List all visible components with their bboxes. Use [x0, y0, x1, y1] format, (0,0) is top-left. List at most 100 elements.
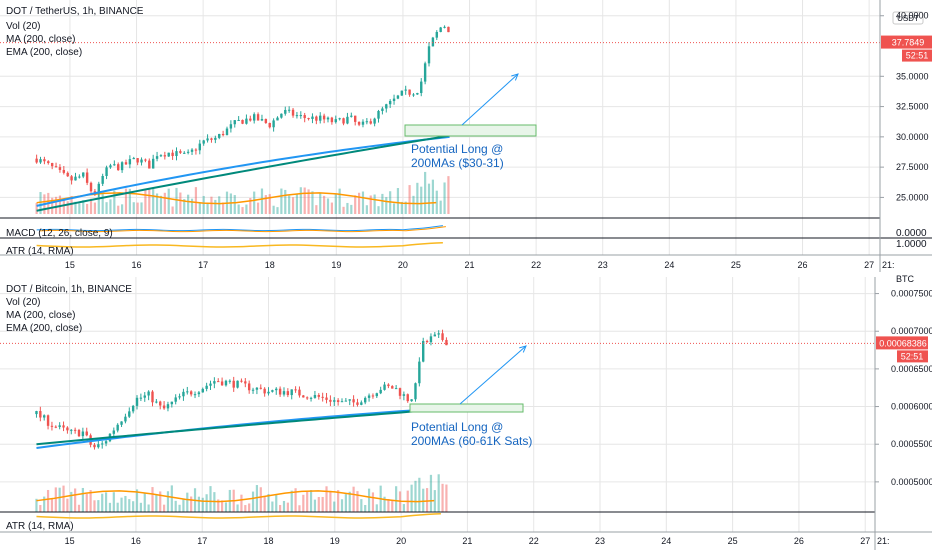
countdown-value: 52:51 — [906, 51, 929, 61]
candle-body — [183, 152, 186, 154]
volume-bar — [159, 491, 162, 512]
volume-bar — [186, 492, 189, 512]
btc-grid — [0, 277, 875, 532]
volume-bar — [391, 500, 394, 512]
candle-body — [371, 395, 375, 397]
volume-bar — [402, 504, 405, 512]
candle-body — [197, 392, 201, 395]
candle-body — [294, 389, 297, 391]
usdt-volume-bars — [35, 171, 450, 214]
candle-body — [391, 386, 394, 389]
candle-body — [112, 430, 116, 434]
candle-body — [329, 399, 332, 402]
usdt-annotation[interactable]: Potential Long @200MAs ($30-31) — [404, 73, 537, 170]
volume-bar — [74, 488, 77, 512]
candle-body — [214, 137, 217, 140]
candle-body — [387, 384, 390, 387]
volume-bar — [352, 486, 355, 512]
volume-bar — [431, 179, 434, 214]
volume-bar — [271, 501, 274, 512]
candle-body — [305, 397, 309, 399]
macd-signal-line — [39, 226, 446, 233]
candle-body — [443, 26, 446, 28]
y-tick-label: 35.0000 — [896, 71, 929, 81]
volume-bar — [414, 480, 417, 512]
volume-bar — [381, 193, 384, 214]
candle-body — [206, 138, 209, 141]
candle-body — [198, 143, 201, 151]
ema200-line — [36, 134, 450, 212]
candle-body — [85, 172, 89, 183]
projection-arrow — [459, 345, 527, 405]
volume-bar — [245, 204, 248, 214]
volume-bar — [147, 504, 150, 512]
candle-body — [35, 158, 38, 163]
usdt-chart-panel[interactable]: Potential Long @200MAs ($30-31) DOT / Te… — [0, 0, 932, 257]
volume-bar — [309, 490, 313, 512]
volume-bar — [206, 203, 209, 214]
volume-bar — [373, 194, 376, 214]
volume-bar — [280, 188, 283, 214]
x-tick-label: 16 — [131, 536, 141, 546]
last-price-tag — [881, 35, 932, 49]
volume-bar — [190, 496, 193, 512]
candle-body — [54, 166, 58, 168]
volume-bar — [429, 474, 433, 512]
candle-body — [236, 380, 239, 388]
candle-body — [344, 400, 348, 402]
candle-body — [70, 176, 73, 181]
candle-body — [298, 389, 301, 396]
volume-bar — [375, 504, 378, 512]
usdt-time-axis[interactable]: 15 16 17 18 19 20 21 22 23 24 25 26 27 21: — [0, 254, 932, 270]
candle-body — [342, 118, 345, 124]
candle-body — [392, 98, 396, 102]
btc-moving-averages — [0, 342, 875, 449]
volume-bar — [412, 195, 415, 214]
btc-time-axis[interactable]: 15 16 17 18 19 20 21 22 23 24 25 26 27 21: — [0, 531, 932, 546]
x-tick-label: 24 — [661, 536, 671, 546]
volume-bar — [334, 193, 337, 214]
volume-bar — [260, 188, 264, 214]
volume-bar — [367, 488, 371, 512]
candle-body — [340, 401, 344, 403]
atr-line — [36, 512, 441, 519]
volume-bar — [187, 194, 190, 214]
usdt-indicator-ema: EMA (200, close) — [6, 47, 82, 58]
candle-body — [217, 381, 220, 383]
volume-bar — [408, 185, 411, 214]
volume-bar — [179, 192, 182, 214]
candle-body — [97, 444, 100, 448]
candle-body — [148, 160, 151, 169]
volume-bar — [108, 502, 112, 512]
annotation-text-line: Potential Long @ — [411, 420, 503, 434]
atr-line — [36, 241, 443, 248]
volume-bar — [350, 204, 353, 214]
last-price-value: 0.00068386 — [879, 338, 927, 348]
volume-bar — [113, 190, 116, 214]
btc-annotation[interactable]: Potential Long @200MAs (60-61K Sats) — [409, 345, 532, 448]
volume-bar — [46, 489, 50, 512]
candle-body — [414, 383, 417, 400]
usdt-price-axis[interactable]: USDT 0.0000 1.0000 40.0000 35.0000 32.5000… — [879, 0, 932, 272]
x-tick-label: 25 — [728, 536, 738, 546]
arrow-head — [511, 73, 519, 81]
volume-bar — [259, 487, 262, 512]
btc-chart-panel[interactable]: Potential Long @200MAs (60-61K Sats) DOT… — [0, 277, 875, 532]
volume-bar — [276, 207, 279, 214]
x-tick-label: 25 — [731, 260, 741, 270]
annotation-text-line: 200MAs (60-61K Sats) — [411, 434, 532, 448]
candle-body — [373, 118, 376, 124]
volume-bar — [445, 484, 448, 512]
candle-body — [237, 119, 240, 121]
candle-body — [97, 183, 100, 194]
volume-bar — [337, 490, 340, 512]
volume-bar — [162, 504, 166, 512]
usdt-candles — [35, 25, 450, 198]
x-tick-label: 22 — [531, 260, 541, 270]
candle-body — [313, 395, 317, 398]
candle-body — [128, 411, 131, 417]
volume-bar — [356, 491, 359, 512]
volume-ma-line — [36, 192, 437, 205]
